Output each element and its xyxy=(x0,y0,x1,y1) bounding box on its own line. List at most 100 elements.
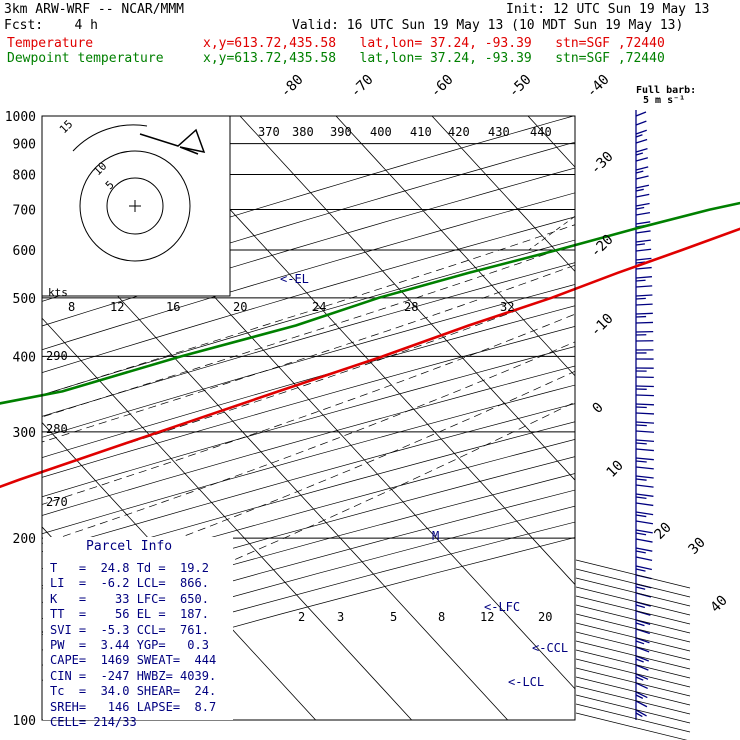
wind-barb xyxy=(635,676,644,681)
mixing-ratio-label: 24 xyxy=(312,300,326,314)
parcel-info-row: K = 33 LFC= 650. xyxy=(50,591,209,606)
isotherm-line xyxy=(527,116,575,168)
wind-barb xyxy=(635,646,650,653)
hodograph-ring xyxy=(79,150,191,262)
parcel-info-row: TT = 56 EL = 187. xyxy=(50,607,209,622)
plot-frame xyxy=(41,115,576,721)
mixing-ratio-label: 16 xyxy=(166,300,180,314)
lfc-label: <-LFC xyxy=(484,600,520,614)
dewpoint-station-info: x,y=613.72,435.58 lat,lon= 37.24, -93.39… xyxy=(203,51,665,66)
moist-adiabat xyxy=(42,264,575,443)
wind-barb xyxy=(575,631,691,661)
pressure-label: 600 xyxy=(13,244,36,259)
wind-barb xyxy=(575,568,691,598)
moist-adiabat xyxy=(42,341,575,544)
wind-barb xyxy=(635,475,654,479)
parcel-info-row: PW = 3.44 YGP= 0.3 xyxy=(50,638,209,652)
wind-barb xyxy=(635,193,650,198)
mixing-ratio-label: 8 xyxy=(68,300,75,314)
wind-barb xyxy=(635,637,650,644)
wind-barb xyxy=(575,604,691,634)
dry-adiabat xyxy=(42,239,575,396)
wind-barb xyxy=(635,266,652,270)
pressure-label: 1000 xyxy=(5,110,36,125)
lcl-label: <-LCL xyxy=(508,675,544,689)
hodograph-trace xyxy=(139,128,206,155)
wind-barb xyxy=(635,622,645,627)
isotherm-label: 10 xyxy=(604,458,627,481)
wind-barb xyxy=(575,595,691,625)
forecast-hour: Fcst: 4 h xyxy=(4,18,98,33)
wind-barb xyxy=(635,248,652,252)
dry-adiabat xyxy=(42,346,575,498)
isotherm-label: -80 xyxy=(278,72,307,101)
wind-barb xyxy=(575,640,691,670)
parcel-info-row: SVI = -5.3 CCL= 761. xyxy=(50,622,209,637)
wind-barb xyxy=(635,502,654,507)
sounding-series xyxy=(0,201,740,489)
dry-adiabat xyxy=(42,216,575,373)
moist-adiabat xyxy=(42,313,575,505)
pressure-label: 800 xyxy=(13,169,36,184)
wind-barb xyxy=(635,604,646,609)
wind-barb xyxy=(575,712,688,740)
parcel-info-title: Parcel Info xyxy=(86,539,173,554)
dry-adiabat xyxy=(42,456,575,603)
wind-barb xyxy=(635,496,647,500)
pressure-label: 900 xyxy=(13,138,36,153)
wind-barb xyxy=(635,619,651,626)
wind-barb xyxy=(635,276,652,279)
wind-barb xyxy=(635,550,646,554)
wind-barb xyxy=(635,321,654,324)
mixing-ratio-line xyxy=(641,116,740,250)
wind-barb xyxy=(635,394,654,397)
wind-barb xyxy=(635,120,647,126)
mixing-ratio-label: 2 xyxy=(298,610,305,624)
wind-barb xyxy=(575,622,691,652)
wind-barb xyxy=(635,610,651,616)
barb-legend-line1: Full barb: xyxy=(636,85,697,96)
dewpoint-profile xyxy=(0,201,740,405)
wind-barb xyxy=(635,484,654,488)
wind-barb xyxy=(635,664,649,671)
theta-e-label: 280 xyxy=(46,422,68,436)
isotherm-label: 40 xyxy=(708,593,731,616)
init-time: Init: 12 UTC Sun 19 May 13 xyxy=(506,2,710,17)
wind-barb xyxy=(575,658,691,688)
theta-label: 440 xyxy=(530,125,552,139)
isotherm-line xyxy=(431,116,575,273)
mixing-ratio-label: 5 xyxy=(390,610,397,624)
wind-barb xyxy=(635,478,647,481)
pressure-label: 200 xyxy=(13,532,36,547)
wind-barb xyxy=(635,129,647,135)
theta-label: 370 xyxy=(258,125,280,139)
wind-barb xyxy=(635,529,653,534)
wind-barb xyxy=(635,157,649,162)
pressure-label: 500 xyxy=(13,292,36,307)
isotherm-label: 0 xyxy=(590,400,607,417)
wind-barb xyxy=(635,294,653,297)
wind-barb xyxy=(635,261,646,264)
wind-barb xyxy=(635,586,646,590)
wind-barb xyxy=(635,202,650,207)
wind-barb xyxy=(635,285,653,288)
wind-barb xyxy=(635,412,655,415)
wind-barb xyxy=(575,685,691,715)
parcel-info-row: Tc = 34.0 SHEAR= 24. xyxy=(50,684,217,699)
moist-adiabat xyxy=(42,224,575,396)
wind-barb xyxy=(575,613,691,643)
isotherm-line xyxy=(143,116,575,586)
wind-barb xyxy=(635,511,654,516)
wind-barb xyxy=(635,448,654,452)
mixing-ratio-label: 20 xyxy=(233,300,247,314)
hodograph-units: kts xyxy=(48,286,68,299)
isotherm-label: -70 xyxy=(348,72,377,101)
wind-barb xyxy=(635,532,647,536)
theta-label: 380 xyxy=(292,125,314,139)
wind-barb xyxy=(575,649,691,679)
wind-barb xyxy=(635,170,644,174)
wind-barb xyxy=(635,547,653,552)
temperature-legend: Temperature xyxy=(7,36,94,51)
wind-barb xyxy=(635,239,651,243)
